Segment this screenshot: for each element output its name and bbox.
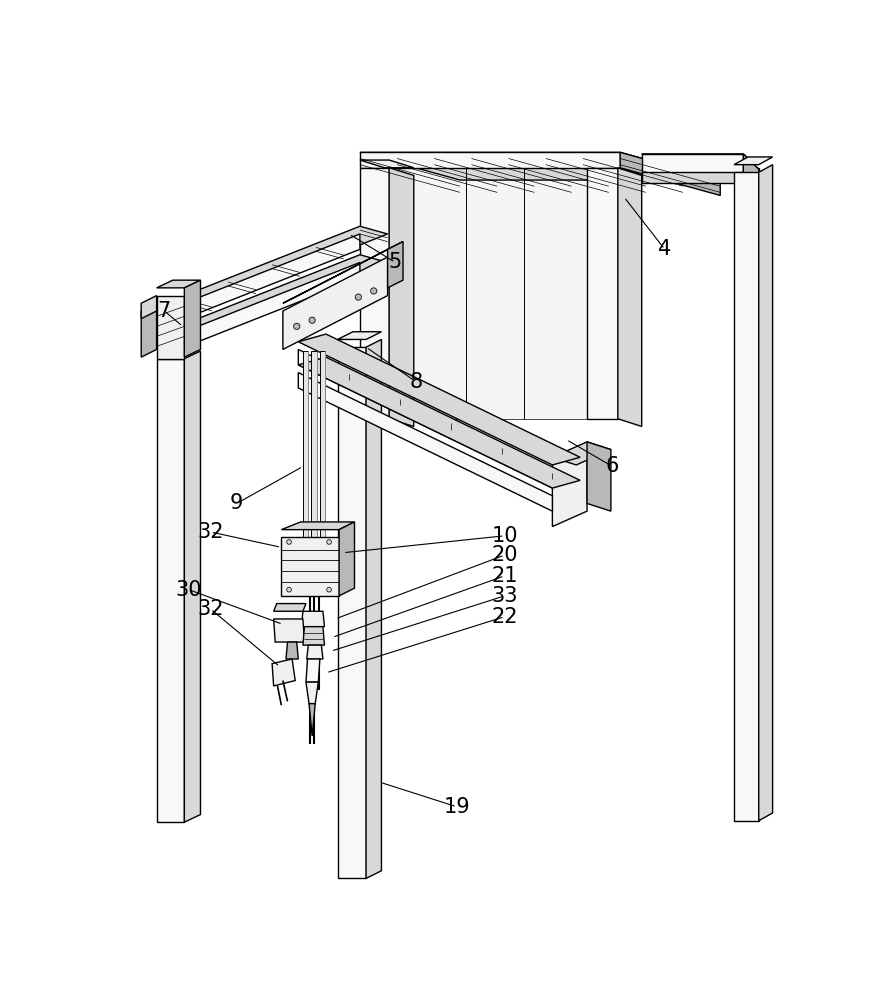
Polygon shape: [360, 152, 719, 180]
Polygon shape: [298, 334, 580, 465]
Circle shape: [309, 317, 315, 323]
Polygon shape: [281, 522, 354, 530]
Polygon shape: [366, 339, 381, 878]
Polygon shape: [387, 242, 403, 288]
Polygon shape: [552, 442, 610, 465]
Polygon shape: [303, 351, 308, 547]
Polygon shape: [298, 357, 580, 488]
Polygon shape: [303, 627, 324, 645]
Polygon shape: [184, 234, 360, 319]
Polygon shape: [184, 262, 360, 347]
Polygon shape: [389, 168, 413, 426]
Text: 10: 10: [491, 526, 517, 546]
Polygon shape: [184, 280, 200, 357]
Polygon shape: [360, 152, 619, 168]
Circle shape: [326, 587, 331, 592]
Text: 32: 32: [197, 522, 224, 542]
Polygon shape: [298, 373, 552, 511]
Polygon shape: [619, 152, 719, 195]
Polygon shape: [743, 154, 758, 188]
Polygon shape: [184, 351, 200, 822]
Text: 5: 5: [389, 252, 402, 272]
Polygon shape: [617, 168, 641, 426]
Text: 32: 32: [197, 599, 224, 619]
Text: 20: 20: [491, 545, 517, 565]
Polygon shape: [733, 172, 758, 821]
Text: 33: 33: [491, 586, 517, 606]
Polygon shape: [360, 160, 413, 168]
Polygon shape: [306, 645, 323, 659]
Polygon shape: [298, 349, 552, 488]
Polygon shape: [339, 522, 354, 596]
Polygon shape: [281, 537, 339, 596]
Text: 4: 4: [658, 239, 671, 259]
Text: 9: 9: [230, 493, 243, 513]
Polygon shape: [319, 351, 324, 547]
Polygon shape: [337, 347, 366, 878]
Text: 22: 22: [491, 607, 517, 627]
Polygon shape: [301, 611, 324, 627]
Text: 21: 21: [491, 566, 517, 586]
Polygon shape: [156, 296, 184, 359]
Polygon shape: [360, 168, 389, 419]
Polygon shape: [274, 604, 306, 611]
Circle shape: [370, 288, 376, 294]
Polygon shape: [156, 359, 184, 822]
Polygon shape: [306, 682, 318, 704]
Circle shape: [326, 540, 331, 544]
Circle shape: [355, 294, 361, 300]
Polygon shape: [282, 257, 387, 349]
Polygon shape: [274, 619, 304, 642]
Polygon shape: [733, 157, 772, 165]
Polygon shape: [552, 450, 587, 527]
Polygon shape: [156, 280, 200, 288]
Polygon shape: [641, 154, 743, 172]
Polygon shape: [272, 659, 295, 686]
Text: 19: 19: [443, 797, 470, 817]
Polygon shape: [282, 242, 403, 303]
Text: 30: 30: [175, 580, 202, 600]
Polygon shape: [587, 168, 617, 419]
Polygon shape: [286, 642, 298, 659]
Polygon shape: [311, 351, 317, 547]
Circle shape: [287, 540, 291, 544]
Text: 7: 7: [158, 301, 171, 321]
Circle shape: [287, 587, 291, 592]
Polygon shape: [337, 332, 381, 339]
Polygon shape: [141, 303, 156, 357]
Text: 8: 8: [409, 372, 422, 392]
Polygon shape: [641, 168, 758, 183]
Polygon shape: [184, 226, 387, 303]
Polygon shape: [587, 442, 610, 511]
Polygon shape: [641, 154, 758, 169]
Polygon shape: [141, 296, 156, 319]
Polygon shape: [306, 659, 319, 682]
Polygon shape: [389, 168, 587, 419]
Polygon shape: [184, 255, 387, 332]
Polygon shape: [758, 165, 772, 821]
Circle shape: [293, 323, 299, 329]
Text: 6: 6: [605, 456, 618, 477]
Polygon shape: [309, 704, 315, 736]
